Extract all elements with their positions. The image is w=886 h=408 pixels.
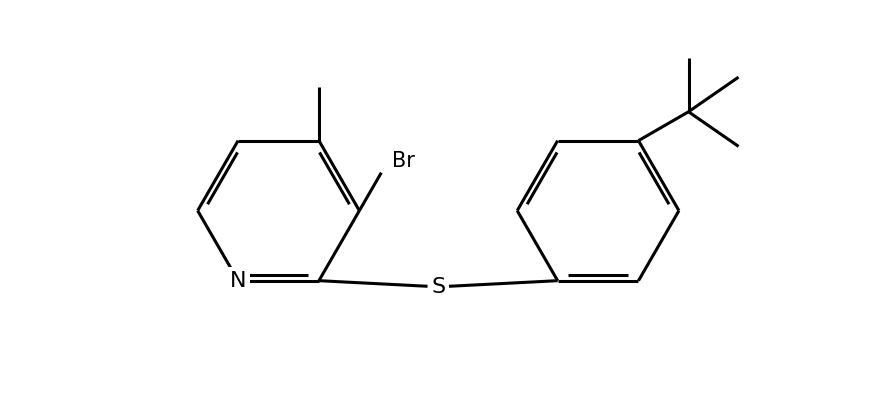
Text: S: S	[431, 277, 446, 297]
Text: N: N	[229, 271, 246, 290]
Text: Br: Br	[392, 151, 415, 171]
